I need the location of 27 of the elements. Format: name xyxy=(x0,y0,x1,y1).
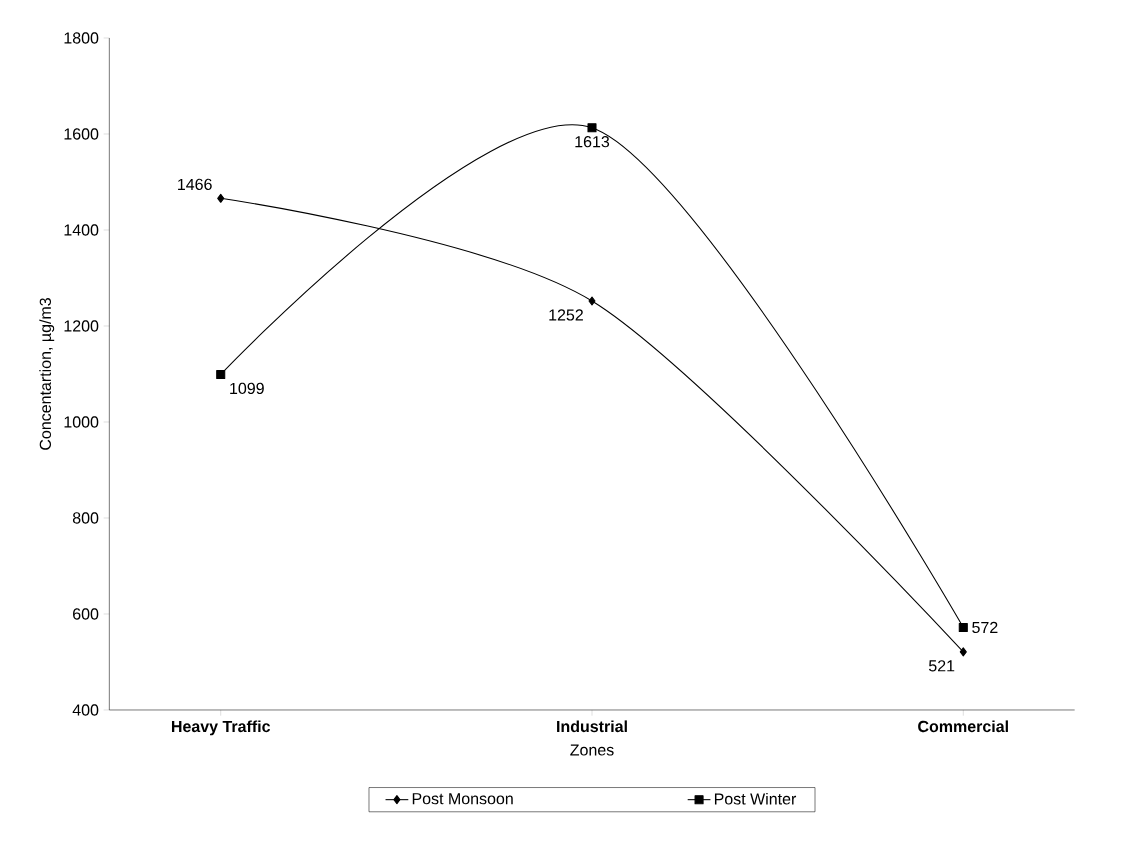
point xyxy=(587,123,597,133)
data-label: 1613 xyxy=(575,136,610,148)
y-tick-label: 400 xyxy=(72,704,99,716)
point xyxy=(588,296,596,306)
point xyxy=(216,369,226,380)
x-tick-label: Heavy Traffic xyxy=(171,720,271,736)
data-label: 521 xyxy=(928,660,955,672)
point xyxy=(958,622,968,632)
y-tick-label: 1200 xyxy=(64,320,99,332)
x-axis-title: Zones xyxy=(570,744,614,756)
data-label: 1466 xyxy=(178,178,212,191)
data-label: 572 xyxy=(972,621,998,634)
y-tick-label: 1000 xyxy=(64,416,99,428)
point xyxy=(217,193,225,203)
point xyxy=(959,647,967,657)
y-tick-label: 1600 xyxy=(64,128,99,140)
y-tick-label: 800 xyxy=(72,512,99,524)
legend-label: Post Winter xyxy=(714,792,797,805)
y-tick-label: 1800 xyxy=(64,32,99,44)
y-tick-label: 600 xyxy=(73,608,99,620)
y-axis-title: Concentartion, µg/m3 xyxy=(39,298,55,450)
data-label: 1099 xyxy=(230,382,264,395)
y-tick-label: 1400 xyxy=(64,224,99,236)
x-tick-label: Industrial xyxy=(557,720,627,733)
x-tick-label: Commercial xyxy=(918,720,1008,733)
data-label: 1252 xyxy=(549,309,583,321)
legend-label: Post Monsoon xyxy=(412,793,513,805)
